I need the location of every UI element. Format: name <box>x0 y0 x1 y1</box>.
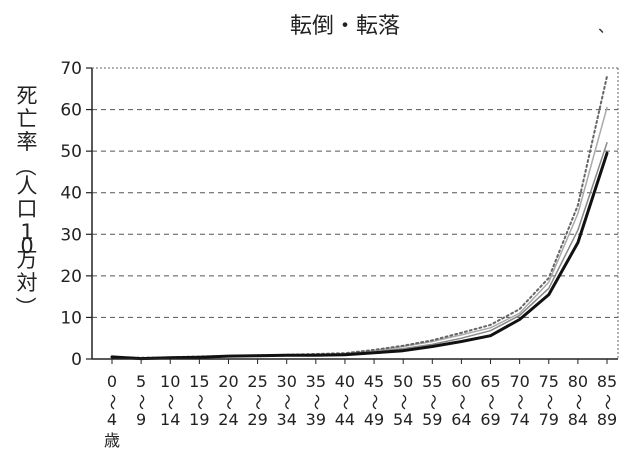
chart-title: 転倒・転落 <box>290 14 400 39</box>
y-tick-label: 10 <box>60 308 82 328</box>
x-tick-label-end: 29 <box>247 410 267 429</box>
grid-lines <box>92 109 618 318</box>
x-tick-label-start: 0 <box>107 372 117 391</box>
x-tick-label-start: 80 <box>568 372 588 391</box>
x-tick-label-start: 70 <box>509 372 529 391</box>
x-tick-range-mark: 〜 <box>365 394 384 410</box>
x-tick-label-end: 54 <box>393 410 413 429</box>
x-tick-label-start: 10 <box>160 372 180 391</box>
y-label-char: （ <box>13 156 37 177</box>
series-line <box>111 142 608 359</box>
y-tick-label: 40 <box>60 184 82 204</box>
y-label-char: 死 <box>17 84 38 108</box>
x-tick-label-start: 50 <box>393 372 413 391</box>
y-label-char: 万 <box>17 248 38 272</box>
y-tick-label: 0 <box>71 350 82 370</box>
x-tick-range-mark: 〜 <box>569 394 588 410</box>
x-tick-range-mark: 〜 <box>394 394 413 410</box>
x-tick-label-end: 4 <box>107 410 117 429</box>
y-axis-ticks: 0 10 20 30 40 50 60 70 <box>60 59 92 370</box>
y-label-char: 対 <box>17 271 38 295</box>
y-label-char: ） <box>13 297 37 318</box>
y-label-char: 0 <box>20 234 33 258</box>
x-tick-label-end: 64 <box>451 410 471 429</box>
x-tick-label-start: 30 <box>277 372 297 391</box>
y-tick-label: 20 <box>60 267 82 287</box>
x-tick-label-end: 19 <box>189 410 209 429</box>
series-lines <box>110 75 609 361</box>
x-tick-label-start: 15 <box>189 372 209 391</box>
y-label-char: 口 <box>17 197 38 221</box>
y-tick-label: 70 <box>60 59 82 79</box>
x-tick-range-mark: 〜 <box>423 394 442 410</box>
x-tick-label-start: 40 <box>335 372 355 391</box>
x-tick-label-start: 65 <box>480 372 500 391</box>
age-unit-label: 歳 <box>104 431 120 450</box>
x-axis-ticks: 0〜45〜910〜1415〜1920〜2425〜2930〜3435〜3940〜4… <box>103 359 617 450</box>
x-tick-label-end: 59 <box>422 410 442 429</box>
x-tick-label-start: 45 <box>364 372 384 391</box>
y-tick-label: 50 <box>60 142 82 162</box>
x-tick-label-end: 79 <box>539 410 559 429</box>
x-tick-range-mark: 〜 <box>190 394 209 410</box>
y-label-char: 人 <box>17 174 38 198</box>
series-line <box>110 151 609 361</box>
x-tick-label-end: 49 <box>364 410 384 429</box>
x-tick-label-end: 34 <box>277 410 297 429</box>
x-tick-label-end: 44 <box>335 410 355 429</box>
x-tick-label-end: 39 <box>306 410 326 429</box>
x-tick-range-mark: 〜 <box>511 394 530 410</box>
x-tick-label-start: 75 <box>539 372 559 391</box>
x-tick-label-start: 55 <box>422 372 442 391</box>
x-tick-range-mark: 〜 <box>132 394 151 410</box>
x-tick-range-mark: 〜 <box>278 394 297 410</box>
series-line <box>111 106 608 359</box>
x-tick-label-end: 14 <box>160 410 180 429</box>
x-tick-label-start: 35 <box>306 372 326 391</box>
x-tick-label-start: 60 <box>451 372 471 391</box>
y-label-char: 1 <box>20 220 33 244</box>
x-tick-range-mark: 〜 <box>307 394 326 410</box>
x-tick-label-end: 84 <box>568 410 588 429</box>
x-tick-range-mark: 〜 <box>219 394 238 410</box>
plot-frame <box>91 67 619 360</box>
x-tick-range-mark: 〜 <box>598 394 617 410</box>
x-tick-label-start: 25 <box>247 372 267 391</box>
x-tick-range-mark: 〜 <box>336 394 355 410</box>
x-tick-range-mark: 〜 <box>452 394 471 410</box>
x-tick-range-mark: 〜 <box>482 394 501 410</box>
x-tick-label-end: 9 <box>136 410 146 429</box>
series-line <box>111 75 608 359</box>
x-tick-range-mark: 〜 <box>161 394 180 410</box>
y-tick-label: 30 <box>60 225 82 245</box>
x-tick-label-start: 85 <box>597 372 617 391</box>
x-tick-range-mark: 〜 <box>540 394 559 410</box>
y-tick-label: 60 <box>60 101 82 121</box>
x-tick-range-mark: 〜 <box>103 394 122 410</box>
y-label-char: 亡 <box>17 107 38 131</box>
x-tick-label-end: 74 <box>509 410 529 429</box>
corner-mark: 、 <box>598 17 614 36</box>
x-tick-range-mark: 〜 <box>249 394 268 410</box>
x-tick-label-end: 24 <box>218 410 238 429</box>
x-tick-label-end: 89 <box>597 410 617 429</box>
x-tick-label-end: 69 <box>480 410 500 429</box>
x-tick-label-start: 20 <box>218 372 238 391</box>
x-tick-label-start: 5 <box>136 372 146 391</box>
y-label-char: 率 <box>17 130 38 154</box>
